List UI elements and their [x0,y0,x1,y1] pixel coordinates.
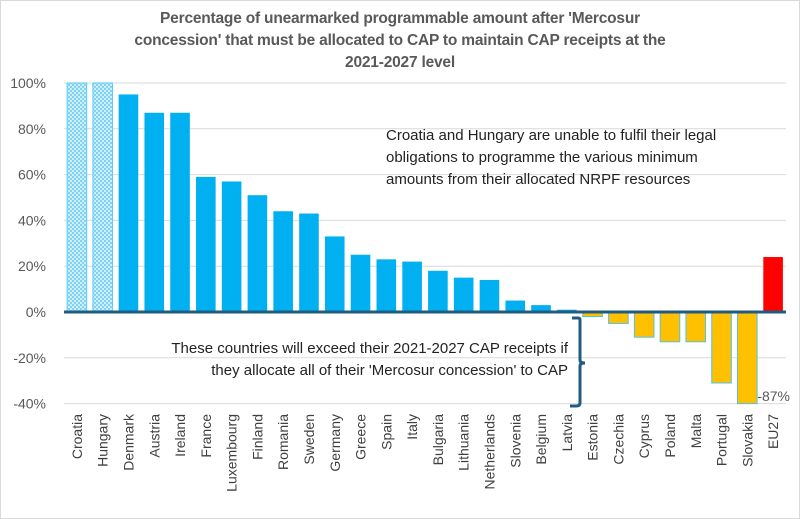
bar-bulgaria [428,270,448,312]
bar-portugal [711,311,732,384]
x-tick-label: Italy [404,414,420,440]
x-tick-label: France [198,414,214,458]
bar-greece [350,254,371,312]
bar-croatia [66,82,88,313]
title-line-2: concession' that must be allocated to CA… [134,32,666,49]
x-tick-label: Poland [662,414,678,458]
x-tick-label: Estonia [585,414,601,461]
bar-denmark [118,94,139,312]
bar-germany [324,236,345,312]
x-tick-label: Croatia [69,414,85,459]
x-tick-label: Netherlands [481,414,497,490]
y-tick-label: -40% [13,396,46,412]
bar-netherlands [479,279,500,312]
bar-eu27 [763,257,783,312]
x-tick-label: Latvia [559,414,575,452]
title-line-1: Percentage of unearmarked programmable a… [160,10,640,27]
y-tick-label: 20% [18,258,46,274]
x-tick-label: Ireland [172,414,188,457]
y-tick-label: 0% [26,304,46,320]
x-tick-label: Hungary [95,414,111,467]
y-tick-label: 60% [18,167,46,183]
bar-lithuania [453,277,474,312]
bar-sweden [299,213,319,312]
x-tick-label: Spain [378,414,394,450]
x-tick-label: Belgium [533,414,549,465]
bar-hungary [92,82,113,313]
y-tick-label: -20% [13,350,46,366]
bar-belgium [531,305,551,312]
x-tick-label: Finland [249,414,265,460]
bar-spain [376,259,397,312]
x-tick-label: Czechia [610,414,626,465]
bar-finland [247,195,268,312]
note-bottom-line-2: they allocate all of their 'Mercosur con… [211,362,568,379]
x-tick-label: Slovenia [507,414,523,468]
x-tick-label: Greece [353,414,369,460]
bar-luxembourg [221,181,242,312]
bar-czechia [608,311,629,324]
x-tick-label: Portugal [714,414,730,466]
bracket [570,316,586,408]
x-tick-label: Slovakia [739,414,755,467]
bar-slovakia [737,311,758,405]
x-tick-label: Cyprus [636,414,652,458]
note-top-line-1: Croatia and Hungary are unable to fulfil… [386,127,717,144]
x-tick-label: Romania [275,414,291,470]
x-tick-label: Sweden [301,414,317,465]
chart-title: Percentage of unearmarked programmable a… [80,8,720,74]
note-croatia-hungary: Croatia and Hungary are unable to fulfil… [386,125,716,191]
x-tick-label: Lithuania [456,414,472,471]
x-tick-label: Germany [327,414,343,472]
title-line-3: 2021-2027 level [345,54,455,71]
data-label: -87% [757,388,790,404]
y-tick-label: 100% [10,75,46,91]
x-tick-label: Bulgaria [430,414,446,466]
x-tick-label: Luxembourg [224,414,240,492]
bar-poland [659,311,681,343]
y-tick-label: 40% [18,212,46,228]
x-tick-label: EU27 [765,414,781,449]
bar-cyprus [633,311,655,338]
bar-romania [273,211,293,312]
note-top-line-2: obligations to programme the various min… [386,149,698,166]
note-exceed-receipts: These countries will exceed their 2021-2… [100,338,568,382]
x-tick-label: Austria [146,414,162,458]
x-tick-label: Denmark [120,413,136,471]
bar-france [196,176,216,312]
bar-italy [402,261,422,312]
bar-malta [685,311,707,343]
note-top-line-3: amounts from their allocated NRPF resour… [386,171,691,188]
x-tick-label: Malta [688,414,704,448]
bar-austria [144,112,165,313]
note-bottom-line-1: These countries will exceed their 2021-2… [171,340,568,357]
bar-slovenia [505,300,526,312]
y-tick-label: 80% [18,121,46,137]
bar-ireland [170,112,190,313]
